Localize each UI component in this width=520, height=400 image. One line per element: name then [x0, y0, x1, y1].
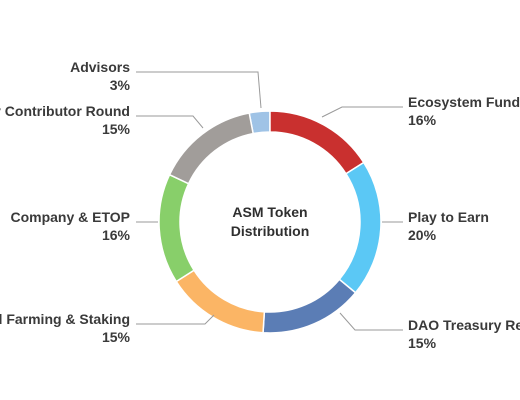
slice-dao-treasury-reserve — [262, 278, 357, 334]
slice-labels: Advisors 3% Ecosystem Fund 16% Play to Earn 2… — [0, 59, 520, 351]
slice-label-ecosystem-fund: Ecosystem Fund — [408, 94, 520, 110]
slice-label-advisors: Advisors — [70, 59, 130, 75]
leader-line-ecosystem-fund — [321, 106, 403, 118]
slice-value-dao-treasury-reserve: 15% — [408, 335, 437, 351]
slice-label-dao-treasury-reserve: DAO Treasury Re — [408, 317, 520, 333]
slice-value-early-contributor-round: 15% — [102, 121, 131, 137]
slice-value-ecosystem-fund: 16% — [408, 112, 437, 128]
slice-label-company-and-etop: Company & ETOP — [10, 209, 130, 225]
slice-company-and-etop — [158, 173, 196, 283]
slice-play-to-earn — [338, 161, 382, 294]
slice-value-play-to-earn: 20% — [408, 227, 437, 243]
leader-line-early-contributor-round — [136, 115, 204, 129]
slice-ecosystem-fund — [269, 110, 365, 175]
donut-slices — [158, 110, 382, 334]
slice-label-play-to-earn: Play to Earn — [408, 209, 489, 225]
slice-label-yield-farming-and-staking: d Farming & Staking — [0, 311, 130, 327]
slice-label-early-contributor-round: y Contributor Round — [0, 103, 130, 119]
slice-value-yield-farming-and-staking: 15% — [102, 329, 131, 345]
leader-line-dao-treasury-reserve — [339, 312, 403, 331]
leader-line-advisors — [136, 71, 262, 109]
leader-line-yield-farming-and-staking — [136, 314, 215, 325]
chart-title-line-2: Distribution — [231, 223, 310, 239]
slice-yield-farming-and-staking — [175, 269, 266, 334]
chart-title-line-1: ASM Token — [232, 204, 307, 220]
slice-early-contributor-round — [168, 112, 255, 185]
leader-lines — [136, 71, 403, 331]
slice-value-advisors: 3% — [110, 77, 131, 93]
slice-value-company-and-etop: 16% — [102, 227, 131, 243]
